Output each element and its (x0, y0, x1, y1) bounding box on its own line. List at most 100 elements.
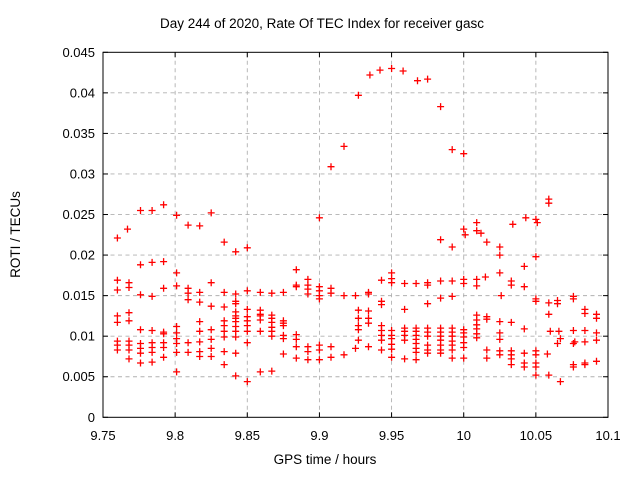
data-point (581, 310, 589, 317)
data-point (545, 299, 553, 307)
y-tick-label: 0.035 (62, 126, 95, 141)
data-point (520, 349, 528, 357)
data-point (315, 295, 323, 303)
data-point (113, 276, 121, 284)
data-point (437, 294, 445, 302)
data-point (207, 353, 215, 360)
data-point (327, 353, 335, 361)
data-point (460, 344, 468, 351)
x-axis-label: GPS time / hours (274, 452, 377, 467)
data-point (113, 318, 121, 326)
data-point (173, 269, 181, 277)
data-point (256, 288, 264, 296)
data-point (184, 339, 192, 347)
data-point (232, 349, 240, 357)
y-tick-label: 0.015 (62, 288, 95, 303)
axis-ticks (102, 51, 609, 418)
data-point (148, 207, 156, 214)
data-point (412, 348, 420, 356)
data-point (378, 301, 385, 309)
data-point (581, 361, 589, 369)
y-axis-label: ROTI / TECUs (8, 191, 23, 278)
x-tick-label: 9.8 (166, 428, 184, 443)
data-point (220, 348, 228, 356)
data-point (256, 327, 264, 335)
data-point (207, 279, 215, 287)
data-point (460, 354, 468, 362)
data-point (148, 358, 156, 366)
data-point (137, 207, 144, 214)
data-point (496, 351, 504, 359)
data-point (125, 309, 133, 317)
data-point (424, 332, 432, 340)
data-point (340, 142, 348, 150)
data-point (113, 312, 121, 320)
data-point (509, 220, 517, 228)
data-point (399, 67, 407, 75)
data-point (473, 227, 481, 235)
data-point (461, 231, 469, 239)
data-point (581, 338, 589, 346)
data-point (520, 325, 528, 333)
data-point (437, 236, 445, 244)
data-point (137, 359, 144, 367)
data-point (532, 351, 540, 359)
data-point (113, 234, 121, 242)
data-point (340, 351, 348, 359)
data-point (401, 336, 409, 344)
data-point (473, 275, 481, 283)
data-point (378, 336, 385, 344)
data-point (543, 350, 551, 358)
data-point (401, 305, 409, 313)
data-point (366, 71, 374, 79)
data-point (555, 327, 563, 335)
data-point (483, 354, 491, 362)
data-point (376, 66, 384, 74)
y-tick-label: 0.04 (70, 85, 95, 100)
data-point (184, 289, 192, 297)
data-point (365, 307, 372, 315)
data-point (496, 335, 504, 343)
data-point (473, 282, 481, 290)
data-point (437, 277, 445, 285)
data-point (569, 327, 577, 334)
data-point (196, 298, 204, 306)
data-point (279, 288, 287, 296)
data-point (220, 238, 228, 246)
data-point (173, 368, 181, 376)
data-point (532, 297, 540, 305)
data-point (354, 336, 362, 344)
data-point (496, 243, 504, 251)
data-point (424, 300, 432, 308)
data-point (593, 314, 600, 322)
x-tick-label: 9.85 (235, 428, 260, 443)
data-point (378, 276, 385, 284)
data-point (232, 333, 240, 341)
data-point (481, 273, 489, 281)
data-point (292, 335, 300, 343)
axis-labels: Day 244 of 2020, Rate Of TEC Index for r… (8, 16, 484, 467)
data-point (354, 91, 362, 99)
data-point (113, 286, 121, 294)
data-point (554, 340, 561, 347)
data-point (448, 243, 456, 251)
data-point (388, 353, 396, 361)
data-point (507, 281, 515, 289)
data-point (593, 329, 600, 337)
data-point (424, 75, 432, 83)
y-tick-label: 0.02 (70, 248, 95, 263)
data-point (556, 378, 564, 386)
data-point (327, 289, 335, 297)
data-point (196, 318, 204, 326)
data-point (160, 284, 168, 292)
data-point (148, 292, 156, 300)
data-point (437, 103, 445, 111)
data-point (125, 355, 133, 363)
data-point (125, 284, 133, 291)
data-point (483, 315, 491, 323)
data-point (496, 269, 504, 277)
data-point (365, 290, 372, 298)
data-point (207, 335, 215, 343)
data-point (437, 349, 445, 357)
